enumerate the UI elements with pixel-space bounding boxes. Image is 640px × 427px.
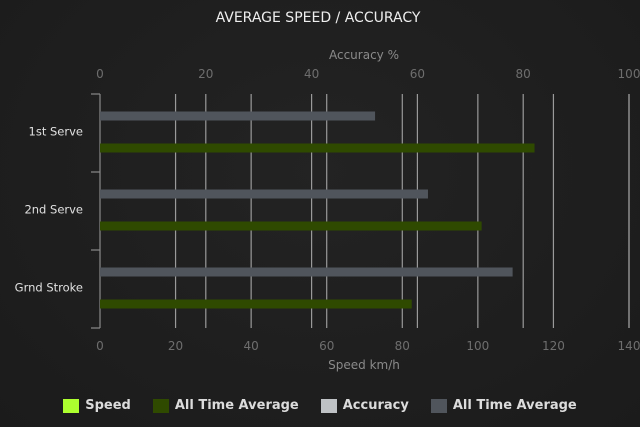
legend-swatch: [430, 398, 447, 413]
accuracy-tick-label: 100: [618, 67, 640, 81]
legend-item[interactable]: Speed: [63, 398, 131, 413]
legend-item[interactable]: All Time Average: [152, 398, 299, 413]
legend-swatch: [152, 398, 169, 413]
speed-tick-label: 0: [96, 339, 104, 353]
accuracy-tick-label: 40: [304, 67, 319, 81]
legend-label: All Time Average: [174, 398, 299, 413]
speed-tick-label: 60: [319, 339, 334, 353]
accuracy-average-bar: [100, 111, 376, 121]
category-label: 1st Serve: [29, 124, 83, 138]
accuracy-average-bar: [100, 189, 428, 199]
legend-label: All Time Average: [452, 398, 577, 413]
accuracy-tick-label: 0: [96, 67, 104, 81]
speed-tick-label: 140: [618, 339, 640, 353]
speed-tick-label: 120: [542, 339, 565, 353]
bottom-axis-label: Speed km/h: [328, 358, 400, 372]
legend-swatch: [63, 398, 80, 413]
top-axis-label: Accuracy %: [329, 48, 399, 62]
category-label: 2nd Serve: [24, 202, 83, 216]
legend-item[interactable]: All Time Average: [430, 398, 577, 413]
legend-swatch: [320, 398, 337, 413]
legend: Speed All Time Average Accuracy All Time Av…: [0, 398, 640, 413]
chart-title: AVERAGE SPEED / ACCURACY: [216, 10, 421, 26]
speed-tick-label: 20: [168, 339, 183, 353]
speed-average-bar: [100, 221, 482, 231]
legend-item[interactable]: Accuracy: [320, 398, 409, 413]
legend-label: Accuracy: [342, 398, 409, 413]
speed-tick-label: 100: [466, 339, 489, 353]
speed-tick-label: 80: [395, 339, 410, 353]
speed-average-bar: [100, 299, 412, 309]
accuracy-tick-label: 80: [516, 67, 531, 81]
accuracy-tick-label: 60: [410, 67, 425, 81]
accuracy-tick-label: 20: [198, 67, 213, 81]
category-label: Grnd Stroke: [15, 280, 83, 294]
accuracy-average-bar: [100, 267, 513, 277]
speed-average-bar: [100, 143, 535, 153]
speed-tick-label: 40: [244, 339, 259, 353]
legend-label: Speed: [85, 398, 131, 413]
